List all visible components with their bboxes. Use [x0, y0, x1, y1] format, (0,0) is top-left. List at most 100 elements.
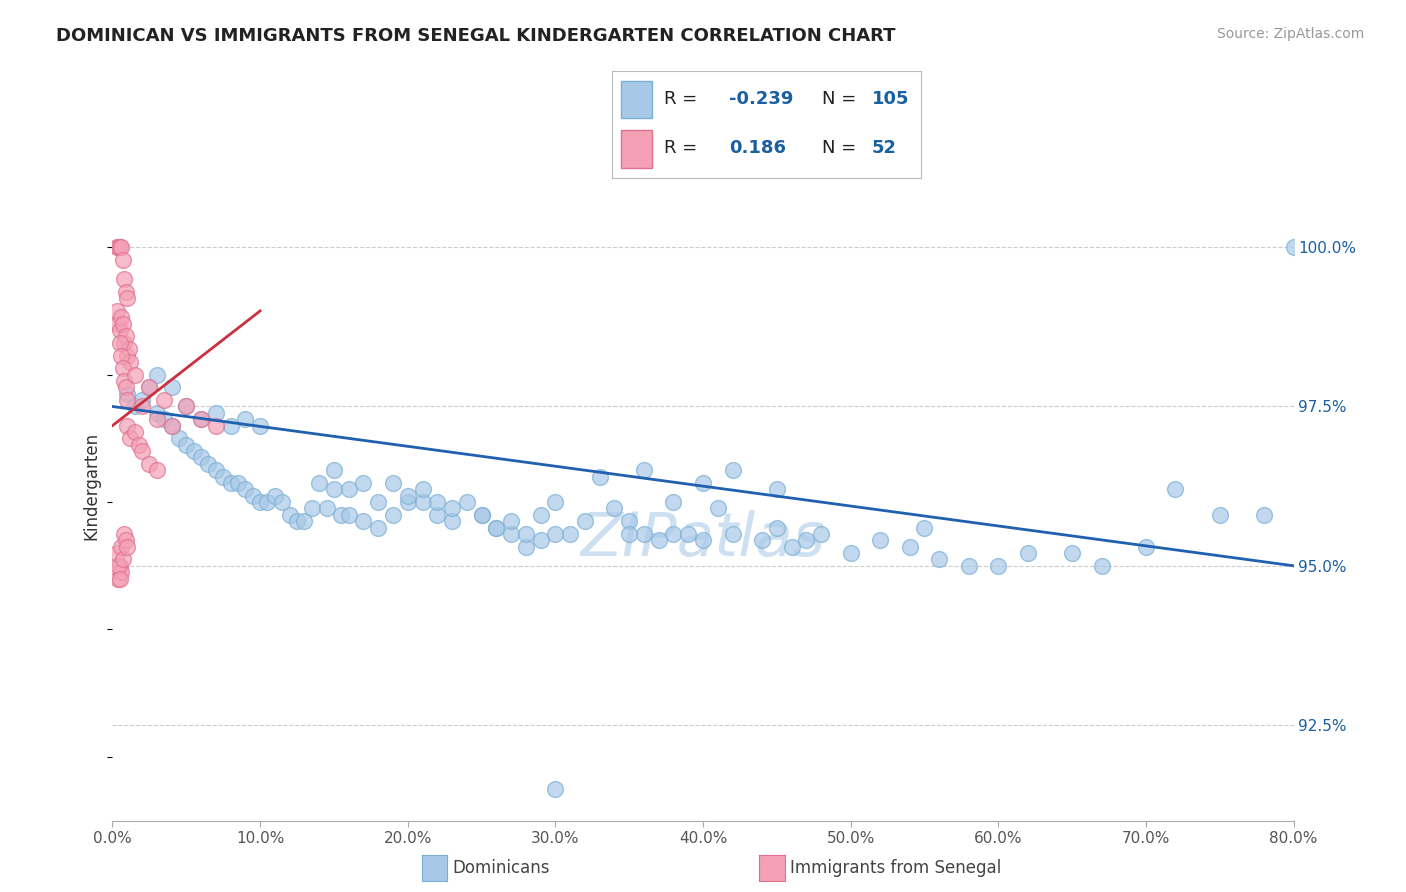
Point [456, 495, 478, 509]
Text: N =: N = [823, 139, 856, 157]
Point [501, 527, 523, 541]
Point [633, 527, 655, 541]
Point [110, 240, 132, 254]
Point [105, 304, 128, 318]
Point [242, 489, 264, 503]
Point [337, 508, 360, 522]
Text: DOMINICAN VS IMMIGRANTS FROM SENEGAL KINDERGARTEN CORRELATION CHART: DOMINICAN VS IMMIGRANTS FROM SENEGAL KIN… [56, 27, 896, 45]
Point [146, 463, 169, 477]
Point [315, 501, 337, 516]
Point [108, 335, 131, 350]
Point [114, 533, 136, 548]
Point [160, 418, 183, 433]
Point [619, 527, 641, 541]
Point [692, 475, 714, 490]
Point [124, 425, 146, 439]
Point [869, 533, 891, 548]
Point [544, 781, 567, 796]
Point [120, 431, 142, 445]
Point [190, 412, 212, 426]
Point [647, 533, 671, 548]
Point [501, 514, 523, 528]
Point [264, 489, 287, 503]
Point [219, 475, 242, 490]
Point [112, 335, 135, 350]
Point [108, 323, 131, 337]
FancyBboxPatch shape [621, 81, 652, 119]
Point [633, 463, 655, 477]
Point [174, 400, 197, 414]
Point [515, 527, 537, 541]
Point [111, 361, 134, 376]
Point [780, 540, 803, 554]
Point [1091, 558, 1114, 573]
Point [662, 495, 685, 509]
Text: 52: 52 [872, 139, 897, 157]
Point [323, 463, 346, 477]
Point [396, 495, 419, 509]
Point [337, 483, 360, 497]
Point [367, 520, 389, 534]
Text: R =: R = [664, 139, 697, 157]
Point [574, 514, 596, 528]
Point [588, 469, 610, 483]
Point [766, 520, 789, 534]
Text: ZIPatlas: ZIPatlas [581, 510, 825, 569]
Text: 0.186: 0.186 [730, 139, 786, 157]
Point [174, 438, 197, 452]
Point [114, 380, 136, 394]
Point [766, 483, 789, 497]
Point [914, 520, 936, 534]
Point [153, 393, 176, 408]
Point [107, 558, 129, 573]
Text: R =: R = [664, 90, 697, 108]
Point [278, 508, 301, 522]
Point [367, 495, 389, 509]
Point [619, 514, 641, 528]
Point [138, 380, 160, 394]
Point [382, 508, 405, 522]
Point [256, 495, 278, 509]
Point [707, 501, 730, 516]
Point [382, 475, 405, 490]
Point [544, 495, 567, 509]
Point [146, 412, 169, 426]
Point [117, 386, 138, 401]
Point [285, 514, 308, 528]
Point [692, 533, 714, 548]
Point [1062, 546, 1084, 560]
Point [212, 469, 235, 483]
Point [160, 418, 183, 433]
Point [146, 368, 169, 382]
Point [112, 374, 135, 388]
Point [721, 463, 744, 477]
Point [485, 520, 508, 534]
Point [441, 514, 464, 528]
Point [426, 495, 449, 509]
Point [124, 400, 146, 414]
Point [117, 291, 138, 305]
Point [120, 355, 142, 369]
Text: -0.239: -0.239 [730, 90, 793, 108]
Point [957, 558, 980, 573]
Text: N =: N = [823, 90, 856, 108]
Point [114, 285, 136, 299]
Point [603, 501, 626, 516]
Point [1135, 540, 1157, 554]
Point [197, 457, 219, 471]
Point [751, 533, 773, 548]
Point [323, 483, 346, 497]
Point [292, 514, 315, 528]
Point [205, 463, 228, 477]
Text: 105: 105 [872, 90, 908, 108]
Point [301, 501, 323, 516]
Point [412, 483, 434, 497]
Point [898, 540, 921, 554]
Point [485, 520, 508, 534]
Point [105, 240, 128, 254]
Point [352, 475, 374, 490]
Point [544, 527, 567, 541]
Point [226, 475, 249, 490]
Point [308, 475, 330, 490]
Point [107, 317, 129, 331]
